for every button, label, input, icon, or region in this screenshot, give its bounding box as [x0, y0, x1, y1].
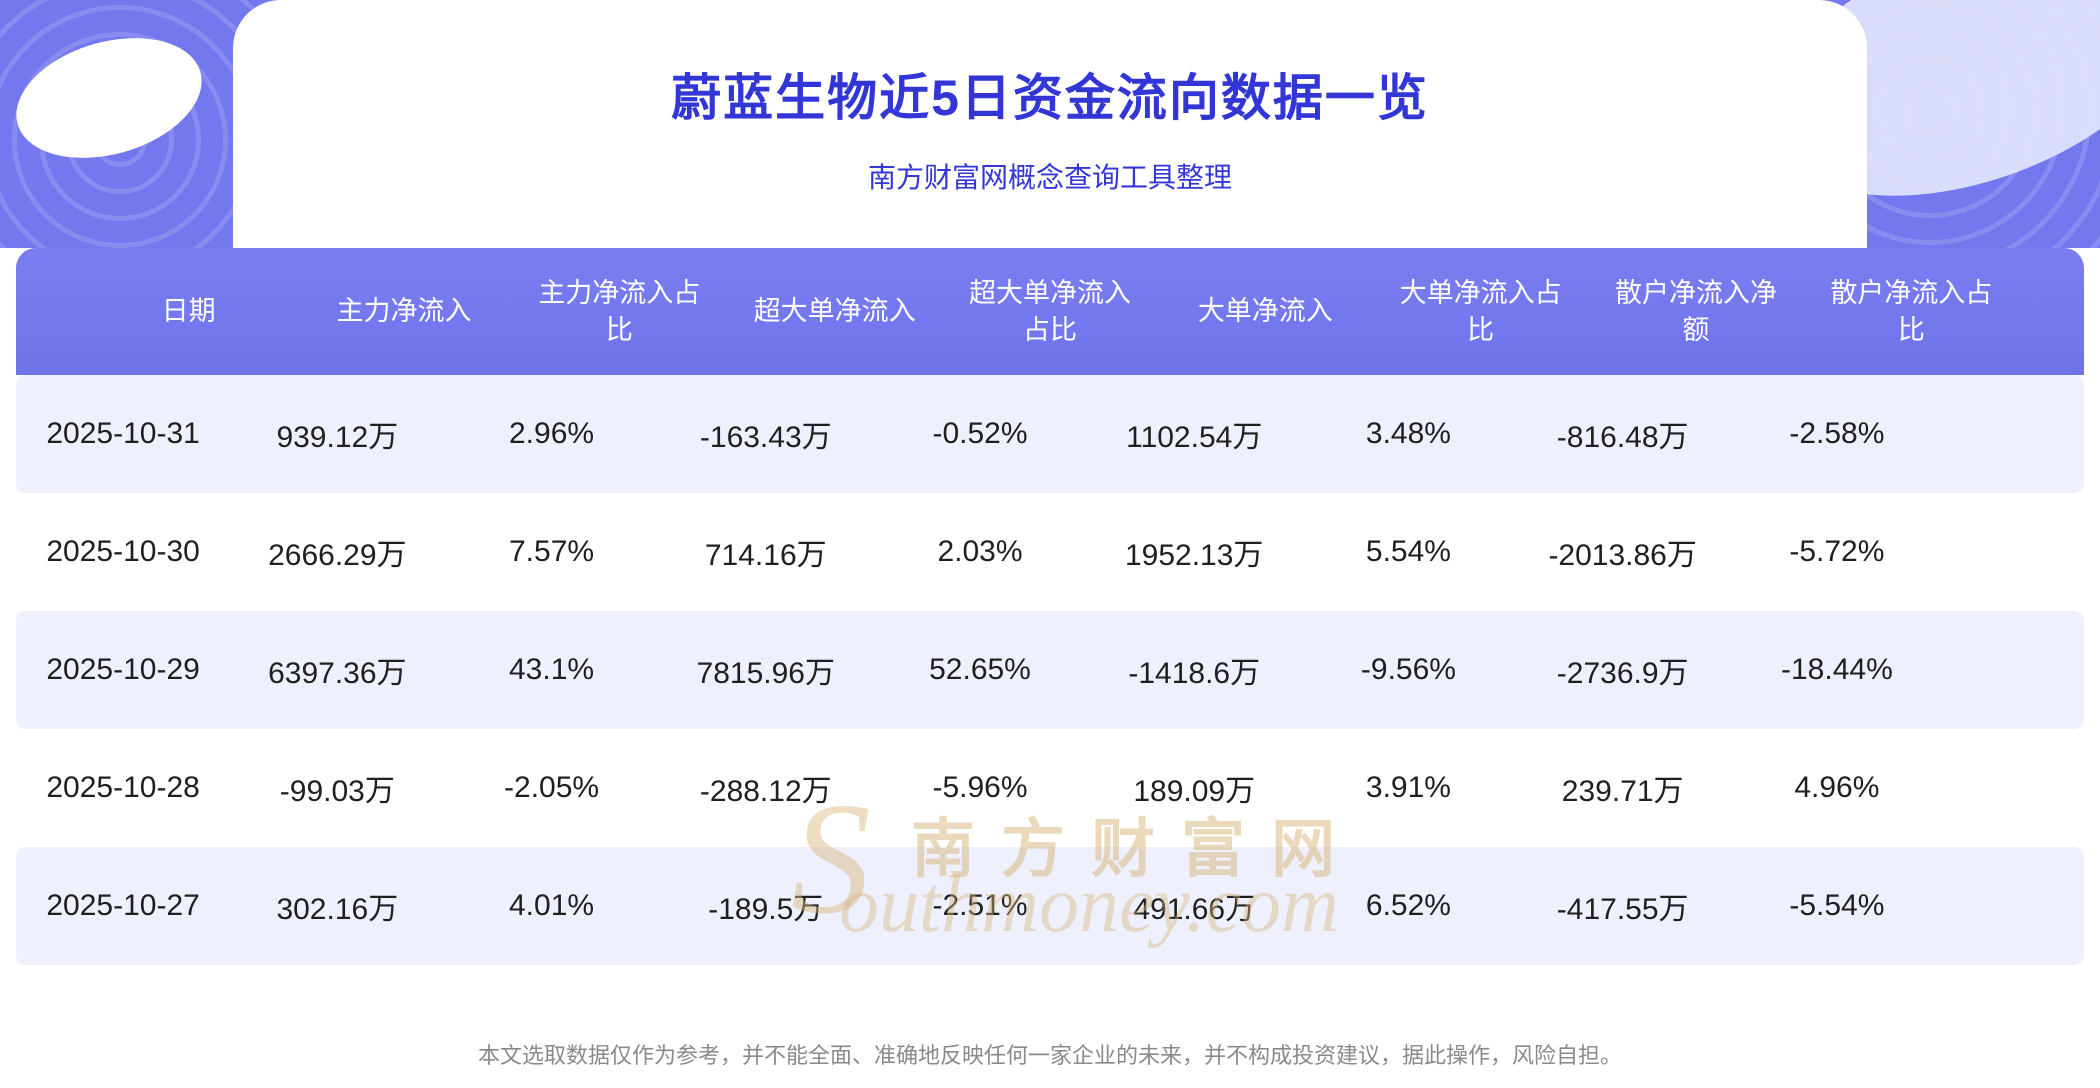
value-cell: 7.57% — [509, 535, 595, 568]
table-header-row: 日期 主力净流入 主力净流入占比 超大单净流入 超大单净流入占比 大单净流入 大单净流入占比… — [16, 248, 2084, 375]
fund-flow-table: 日期 主力净流入 主力净流入占比 超大单净流入 超大单净流入占比 大单净流入 大单净流入占比… — [16, 248, 2084, 965]
value-cell: -2013.86万 — [1548, 539, 1697, 572]
value-cell: 3.91% — [1365, 771, 1451, 804]
value-cell: -5.54% — [1789, 889, 1885, 922]
column-header: 大单净流入占比 — [1399, 278, 1562, 345]
column-header: 超大单净流入占比 — [968, 278, 1131, 345]
value-cell: -5.96% — [932, 771, 1028, 804]
value-cell: 2.96% — [509, 417, 595, 450]
hero-banner: 蔚蓝生物近5日资金流向数据一览 南方财富网概念查询工具整理 — [0, 0, 2100, 248]
disclaimer-text: 本文选取数据仅作为参考，并不能全面、准确地反映任何一家企业的未来，并不构成投资建… — [477, 1043, 1622, 1068]
date-cell: 2025-10-29 — [46, 653, 200, 686]
value-cell: -9.56% — [1360, 653, 1456, 686]
value-cell: 939.12万 — [276, 421, 399, 454]
value-cell: 6397.36万 — [268, 657, 407, 690]
value-cell: -2.51% — [932, 889, 1028, 922]
value-cell: -816.48万 — [1556, 421, 1689, 454]
value-cell: 4.96% — [1794, 771, 1880, 804]
table-row: 2025-10-30 2666.29万 7.57% 714.16万 2.03% 1952.… — [16, 493, 2084, 611]
value-cell: 3.48% — [1365, 417, 1451, 450]
value-cell: 189.09万 — [1133, 775, 1256, 808]
value-cell: 1102.54万 — [1126, 421, 1263, 454]
table-body: 2025-10-31 939.12万 2.96% -163.43万 -0.52% 1102… — [16, 375, 2084, 965]
date-cell: 2025-10-31 — [46, 417, 200, 450]
value-cell: -189.5万 — [708, 893, 824, 926]
value-cell: 239.71万 — [1561, 775, 1684, 808]
value-cell: 2666.29万 — [268, 539, 407, 572]
column-header: 超大单净流入 — [753, 296, 916, 327]
column-header: 日期 — [161, 296, 216, 327]
date-cell: 2025-10-30 — [46, 535, 200, 568]
value-cell: -163.43万 — [699, 421, 832, 454]
date-cell: 2025-10-27 — [46, 889, 200, 922]
value-cell: -0.52% — [932, 417, 1028, 450]
value-cell: -2.58% — [1789, 417, 1885, 450]
value-cell: 6.52% — [1365, 889, 1451, 922]
column-header: 主力净流入 — [336, 296, 472, 327]
value-cell: -417.55万 — [1556, 893, 1689, 926]
title-panel: 蔚蓝生物近5日资金流向数据一览 南方财富网概念查询工具整理 — [233, 0, 1867, 248]
date-cell: 2025-10-28 — [46, 771, 200, 804]
column-header: 散户净流入占比 — [1830, 278, 1993, 345]
value-cell: 52.65% — [929, 653, 1031, 686]
table-row: 2025-10-31 939.12万 2.96% -163.43万 -0.52% 1102… — [16, 375, 2084, 493]
value-cell: -288.12万 — [699, 775, 832, 808]
value-cell: -99.03万 — [279, 775, 395, 808]
column-header: 大单净流入 — [1197, 296, 1333, 327]
column-header: 主力净流入占比 — [538, 278, 701, 345]
page-subtitle: 南方财富网概念查询工具整理 — [867, 162, 1232, 193]
page-title: 蔚蓝生物近5日资金流向数据一览 — [671, 70, 1429, 126]
value-cell: 5.54% — [1365, 535, 1451, 568]
value-cell: 1952.13万 — [1124, 539, 1264, 572]
value-cell: 7815.96万 — [696, 657, 835, 690]
value-cell: 302.16万 — [276, 893, 399, 926]
value-cell: 2.03% — [937, 535, 1023, 568]
value-cell: 491.66万 — [1133, 893, 1256, 926]
value-cell: 714.16万 — [704, 539, 827, 572]
table-row: 2025-10-29 6397.36万 43.1% 7815.96万 52.65% -14… — [16, 611, 2084, 729]
value-cell: -2736.9万 — [1556, 657, 1689, 690]
value-cell: -18.44% — [1781, 653, 1893, 686]
value-cell: 4.01% — [509, 889, 595, 922]
table-row: 2025-10-28 -99.03万 -2.05% -288.12万 -5.96% 189… — [16, 729, 2084, 847]
table-row: 2025-10-27 302.16万 4.01% -189.5万 -2.51% 491.6… — [16, 847, 2084, 965]
value-cell: -5.72% — [1789, 535, 1885, 568]
value-cell: 43.1% — [509, 653, 595, 686]
value-cell: -2.05% — [504, 771, 600, 804]
value-cell: -1418.6万 — [1128, 657, 1261, 690]
column-header: 散户净流入净额 — [1614, 278, 1777, 345]
